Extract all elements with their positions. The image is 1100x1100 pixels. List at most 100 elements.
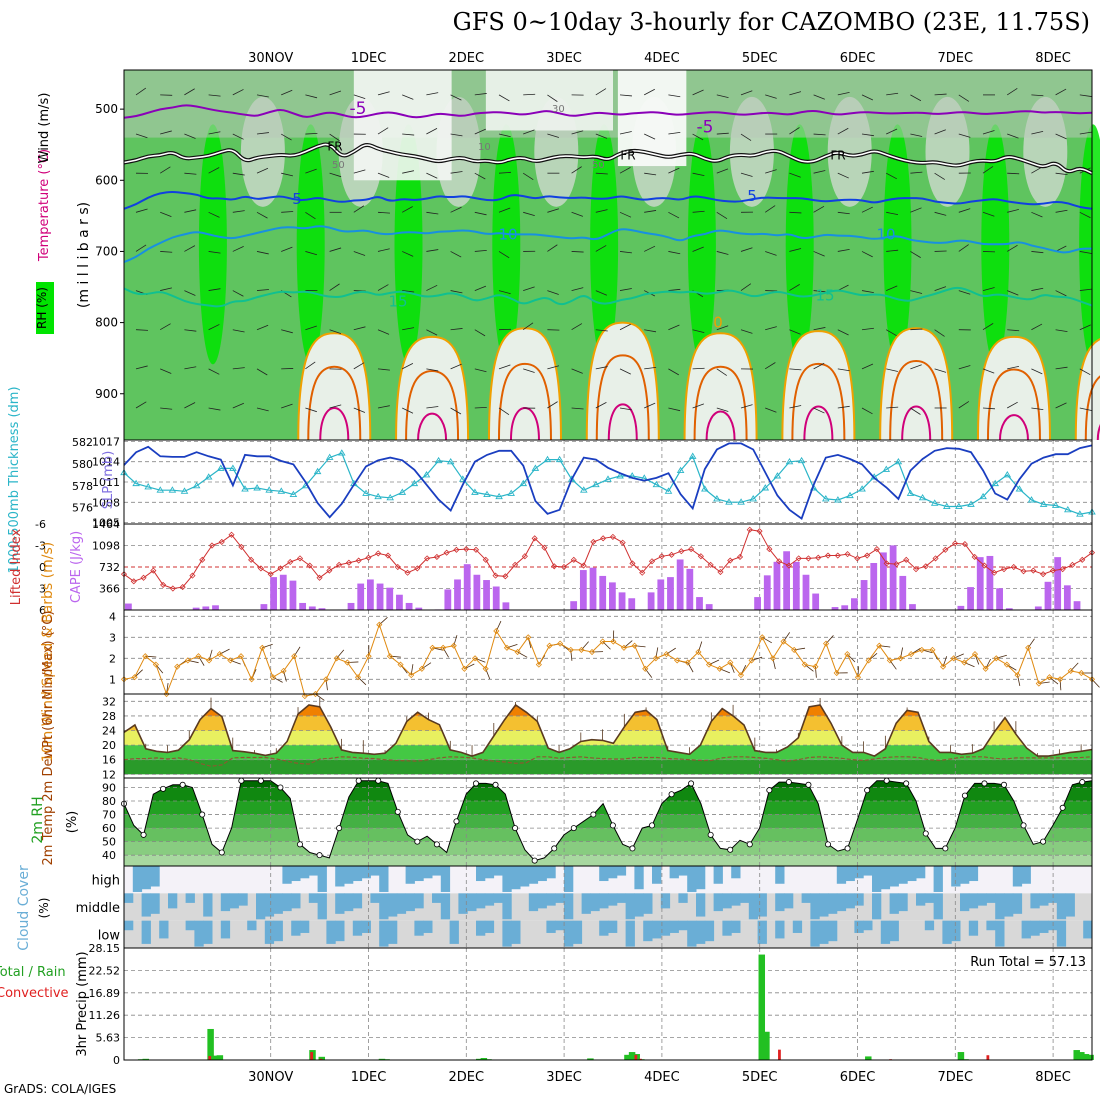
wind-speed-marker [674, 657, 681, 664]
wind-barb [474, 249, 487, 252]
date-label-bottom: 5DEC [742, 1070, 778, 1085]
wind-barb [474, 285, 487, 291]
thickness-marker [1015, 485, 1024, 492]
date-label-bottom: 3DEC [546, 1070, 582, 1085]
wind-barb [498, 364, 511, 370]
lifted-marker [267, 571, 274, 578]
wind-speed-marker [440, 644, 447, 651]
cloud-cell [511, 866, 521, 890]
thickness-marker [325, 453, 334, 460]
wind-speed-marker [737, 672, 745, 679]
lifted-marker [365, 554, 372, 561]
wind-barb [547, 208, 559, 213]
wind-barb [644, 210, 657, 213]
lifted-marker [834, 552, 841, 559]
cloud-cell [713, 866, 723, 884]
thickness-marker [531, 464, 540, 471]
run-total-label: Run Total = 57.13 [970, 955, 1086, 970]
cloud-cell [898, 893, 908, 912]
wind-speed-marker [748, 657, 755, 664]
isotherm-label: -5 [350, 99, 367, 119]
wind-speed-marker [535, 661, 542, 668]
cloud-cell [256, 893, 266, 920]
wind-barb [861, 363, 874, 370]
wind-speed-marker [152, 661, 159, 668]
wind-barb [886, 406, 899, 409]
wind-barb [184, 245, 196, 252]
isotherm-line [123, 104, 1093, 119]
cloud-cell [493, 866, 503, 876]
thickness-marker [180, 487, 189, 494]
thickness-marker [434, 456, 443, 464]
wind-barb [256, 251, 269, 255]
cloud-cell [916, 893, 926, 906]
cloud-cell [1083, 920, 1093, 939]
rh-band [124, 787, 1092, 802]
footer-credit: GrADS: COLA/IGES [4, 1082, 117, 1096]
thickness-marker [676, 466, 685, 473]
wind-barb [232, 367, 245, 370]
wind-barb [934, 93, 947, 96]
cloud-panel [124, 866, 1093, 948]
wind-barb [692, 133, 704, 141]
wind-speed-marker [886, 657, 893, 664]
isotherm-line [123, 225, 1092, 264]
lifted-axis-label: Lifted Index [9, 528, 24, 605]
wind-barb [232, 329, 245, 333]
cape-bar [396, 594, 403, 610]
lifted-marker [1079, 556, 1086, 563]
cloud-cell [388, 920, 398, 944]
precip-total-bar [587, 1058, 594, 1060]
isotherm-line [123, 286, 1093, 308]
wind-barb [1055, 402, 1067, 409]
wind-barb [474, 329, 486, 337]
wind-barb [934, 286, 947, 291]
cloud-cell [555, 920, 565, 931]
wind-barb [716, 407, 729, 412]
wind-tick-label: 3 [109, 631, 116, 644]
cloud-cell [836, 866, 847, 884]
lifted-marker [815, 554, 822, 561]
lifted-marker [502, 573, 509, 580]
wind-barb [910, 207, 922, 213]
cloud-cell [599, 920, 609, 936]
cloud-cell [352, 920, 363, 936]
wind-barb [813, 251, 825, 257]
wind-barb [958, 208, 971, 213]
cloud-cell [564, 866, 574, 892]
wind-speed-marker [588, 648, 596, 656]
cloud-cell [229, 893, 239, 909]
cloud-cell [608, 893, 618, 906]
cloud-cell [185, 920, 195, 931]
thickness-tick-label: 582 [72, 436, 93, 449]
wind-barb [595, 172, 608, 175]
rh-contour-label: 30 [552, 104, 565, 115]
rh-bright-cell [883, 124, 912, 365]
lifted-marker [746, 526, 753, 533]
wind-barb [644, 329, 657, 333]
wind-barb [764, 362, 776, 370]
cloud-cell [476, 866, 486, 882]
cloud-cell [335, 920, 345, 942]
cloud-cell [801, 893, 811, 903]
rh-band [124, 841, 1092, 856]
wind-speed-marker [461, 665, 468, 672]
wind-speed-marker [376, 621, 383, 628]
lifted-marker [140, 574, 147, 581]
wind-barb [184, 290, 196, 296]
thickness-marker [543, 455, 552, 463]
wind-speed-marker [1003, 661, 1010, 668]
cape-bar [889, 545, 897, 610]
rh-marker [922, 830, 929, 837]
wind-barb [765, 94, 777, 99]
precip-tick-label: 28.15 [89, 942, 121, 955]
wind-speed-marker [716, 665, 723, 672]
wind-speed-marker [237, 653, 245, 660]
lifted-marker [238, 543, 245, 550]
wind-barb [837, 172, 849, 179]
sounding-panel: -5 -5 FR FR FR 5 5 10 10 15 15 0 50 50 30 10 [123, 70, 1100, 441]
isotherm-label: -5 [697, 118, 714, 138]
cloud-cell [1065, 893, 1075, 917]
rh-marker [961, 792, 968, 799]
wind-speed-marker [323, 676, 330, 683]
